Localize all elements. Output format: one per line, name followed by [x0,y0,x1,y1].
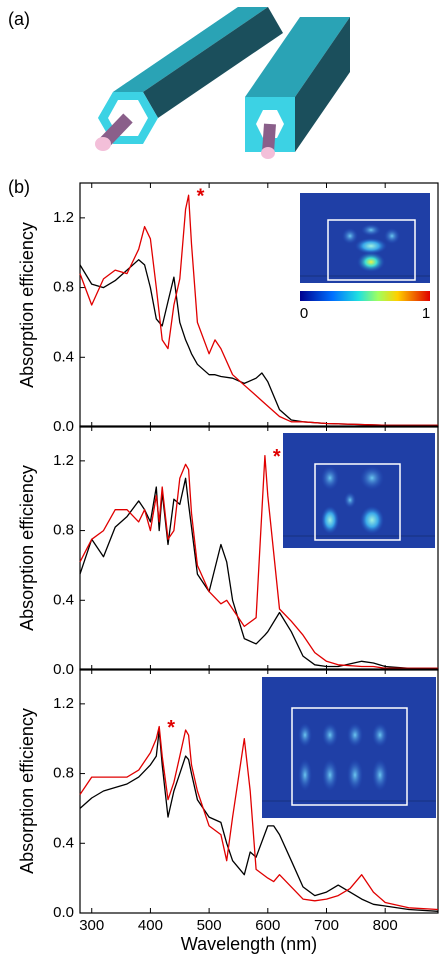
plot-frame [79,668,439,914]
field-hotspot [322,723,338,747]
wire-outline [327,219,416,281]
field-hotspot [321,466,339,490]
field-hotspot [321,506,339,534]
y-tick-label: 0.0 [53,904,74,921]
y-tick-label: 0.8 [53,522,74,539]
y-tick-label: 0.0 [53,661,74,678]
field-hotspot [361,224,381,236]
colorbar [300,291,430,301]
y-tick-label: 0.4 [53,834,74,851]
panel: 0 1 0.0 0.4 0.8 1.2 Absorption efficiency * [17,182,439,435]
panel: 0.0 0.4 0.8 1.2 Absorption efficiency * [17,425,439,678]
x-tick-label: 400 [138,917,163,934]
y-axis-label: Absorption efficiency [17,222,37,388]
y-axis-label: Absorption efficiency [17,465,37,631]
field-hotspot [360,506,384,534]
panel: 0.0 0.4 0.8 1.2 300 400 500 600 700 800 Absorption… [17,668,439,954]
y-tick-label: 0.4 [53,348,74,365]
x-tick-label: 500 [197,917,222,934]
field-hotspot [372,759,388,791]
field-hotspot [322,759,338,791]
field-map [262,677,436,818]
field-hotspot [298,759,312,791]
x-tick-label: 300 [79,917,104,934]
colorbar-label: 0 [300,305,308,322]
field-hotspot [357,252,385,272]
field-hotspot [298,723,312,747]
field-map [283,433,435,548]
x-tick-label: 800 [373,917,398,934]
field-hotspot [360,466,384,490]
data-line [79,259,438,426]
y-tick-label: 0.8 [53,765,74,782]
x-tick-label: 700 [314,917,339,934]
y-tick-label: 0.8 [53,279,74,296]
x-axis-label: Wavelength (nm) [181,934,317,954]
y-axis-label: Absorption efficiency [17,708,37,874]
field-hotspot [347,723,363,747]
colorbar-label: 1 [422,305,430,322]
y-tick-label: 0.4 [53,591,74,608]
panel-label: (a) [8,9,30,29]
data-line [79,194,438,426]
peak-marker: * [167,717,175,739]
field-hotspot [372,723,388,747]
data-line [79,454,438,669]
y-tick-label: 0.0 [53,418,74,435]
y-tick-label: 1.2 [53,452,74,469]
plot-frame [79,182,439,428]
data-line [79,725,439,911]
field-hotspot [355,238,387,254]
panel-label: (b) [8,177,30,197]
field-hotspot [344,492,356,508]
peak-marker: * [273,446,281,468]
nanowire-illustration [95,7,350,159]
y-tick-label: 1.2 [53,209,74,226]
y-tick-label: 1.2 [53,695,74,712]
peak-marker: * [197,185,205,207]
data-line [79,729,439,912]
plot-frame [79,425,439,671]
x-tick-label: 600 [255,917,280,934]
field-hotspot [342,228,358,244]
field-hotspot [347,759,363,791]
field-hotspot [384,228,400,244]
wire-outline [291,707,408,806]
wire-outline [314,463,401,541]
